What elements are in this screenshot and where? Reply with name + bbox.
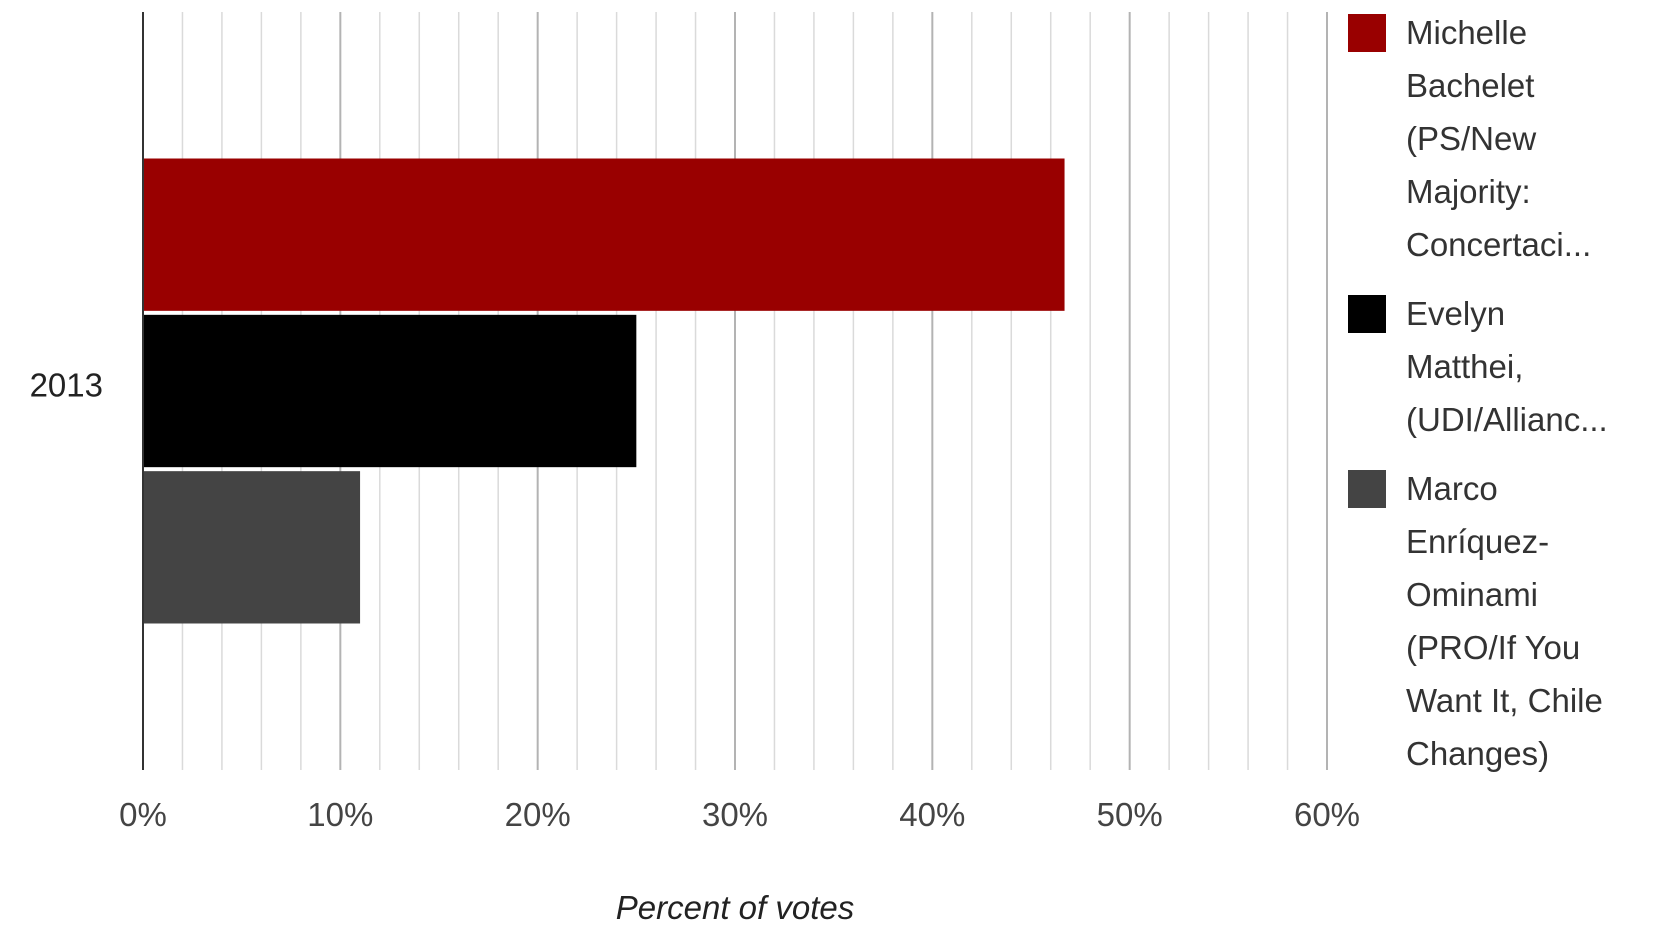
x-tick-label: 30% [702, 796, 768, 833]
x-tick-label: 50% [1097, 796, 1163, 833]
legend-item-matthei[interactable]: Evelyn Matthei, (UDI/Allianc... [1348, 287, 1648, 446]
legend-label-bachelet: Michelle Bachelet (PS/New Majority: Conc… [1406, 14, 1592, 263]
legend-item-enriquez-ominami[interactable]: Marco Enríquez- Ominami (PRO/If You Want… [1348, 462, 1648, 780]
x-tick-label: 0% [119, 796, 167, 833]
x-tick-label: 20% [505, 796, 571, 833]
legend-swatch-bachelet [1348, 14, 1386, 52]
x-tick-label: 40% [899, 796, 965, 833]
x-tick-label: 10% [307, 796, 373, 833]
legend-label-enriquez-ominami: Marco Enríquez- Ominami (PRO/If You Want… [1406, 470, 1603, 772]
legend-swatch-matthei [1348, 295, 1386, 333]
legend-swatch-enriquez-ominami [1348, 470, 1386, 508]
bar-michelle-2013 [143, 158, 1065, 311]
category-label: 2013 [30, 367, 103, 404]
x-tick-label: 60% [1294, 796, 1360, 833]
legend-label-matthei: Evelyn Matthei, (UDI/Allianc... [1406, 295, 1608, 438]
bar-marco-2013 [143, 471, 361, 624]
x-axis-title: Percent of votes [616, 889, 854, 926]
legend: Michelle Bachelet (PS/New Majority: Conc… [1348, 6, 1648, 796]
legend-item-bachelet[interactable]: Michelle Bachelet (PS/New Majority: Conc… [1348, 6, 1648, 271]
bar-evelyn-2013 [143, 314, 637, 468]
